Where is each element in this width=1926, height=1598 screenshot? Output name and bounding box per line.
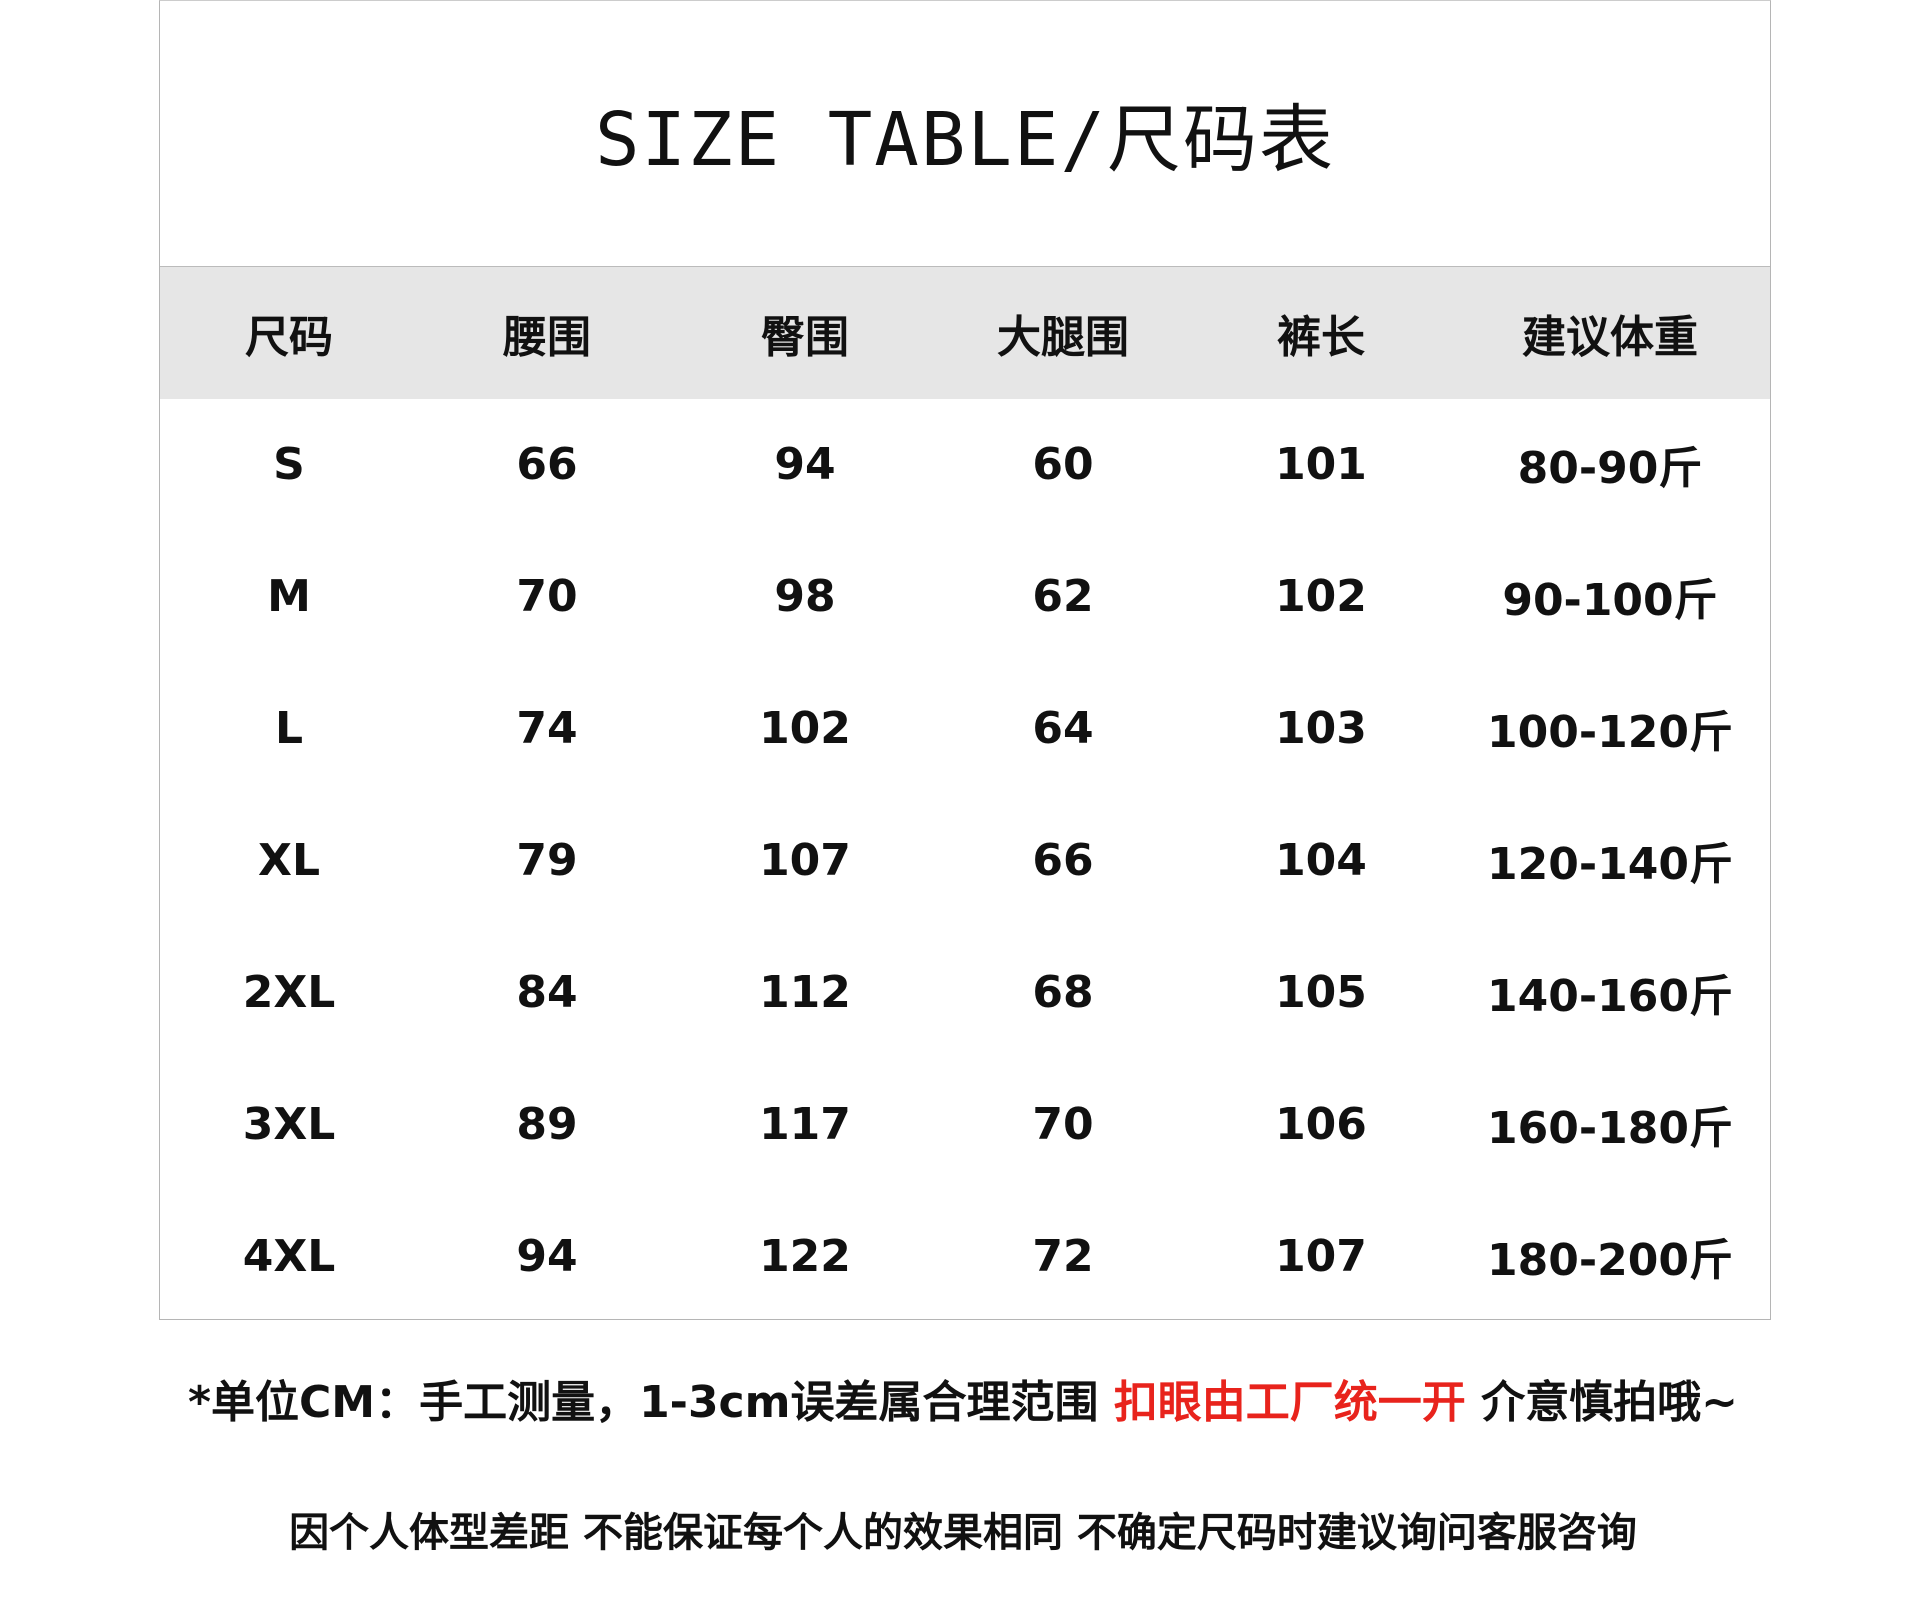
table-cell: 98 [774, 570, 836, 622]
table-cell: M [267, 570, 311, 622]
table-cell: 112 [759, 966, 851, 1018]
table-cell: 79 [516, 834, 578, 886]
column-header: 裤长 [1277, 312, 1365, 363]
table-cell: 94 [774, 438, 836, 490]
table-cell: 105 [1275, 966, 1367, 1018]
table-cell: 89 [516, 1098, 578, 1150]
table-header: 尺码 腰围 臀围 大腿围 裤长 建议体重 [160, 266, 1770, 399]
table-cell: S [273, 438, 305, 490]
column-header: 臀围 [761, 312, 849, 363]
table-cell: 72 [1032, 1230, 1094, 1282]
column-header: 尺码 [245, 312, 333, 363]
table-cell: 68 [1032, 966, 1094, 1018]
table-title: SIZE TABLE/尺码表 [594, 97, 1336, 183]
table-cell: 70 [1032, 1098, 1094, 1150]
table-cell: 100-120斤 [1487, 707, 1733, 758]
table-cell: 66 [1032, 834, 1094, 886]
note-highlight: 扣眼由工厂统一开 [1113, 1377, 1466, 1428]
table-row: XL 79 107 66 104 120-140斤 [160, 794, 1770, 926]
measurement-note: *单位CM：手工测量，1-3cm误差属合理范围 扣眼由工厂统一开 介意慎拍哦~ [0, 1366, 1926, 1430]
column-header: 大腿围 [997, 312, 1129, 363]
table-cell: 101 [1275, 438, 1367, 490]
table-cell: L [274, 702, 304, 754]
table-cell: 2XL [242, 966, 336, 1018]
size-table: SIZE TABLE/尺码表 尺码 腰围 臀围 大腿围 裤长 建议体重 S 66 94 60 10… [159, 0, 1771, 1320]
disclaimer-note: 因个人体型差距 不能保证每个人的效果相同 不确定尺码时建议询问客服咨询 [289, 1510, 1637, 1556]
table-cell: 104 [1275, 834, 1367, 886]
table-cell: 90-100斤 [1502, 575, 1718, 626]
table-cell: 4XL [242, 1230, 336, 1282]
table-cell: 140-160斤 [1487, 971, 1733, 1022]
note-text: *单位CM：手工测量，1-3cm误差属合理范围 [187, 1377, 1114, 1428]
table-cell: 74 [516, 702, 578, 754]
table-row: S 66 94 60 101 80-90斤 [160, 398, 1770, 530]
table-row: 3XL 89 117 70 106 160-180斤 [160, 1058, 1770, 1190]
table-cell: 80-90斤 [1517, 443, 1703, 494]
table-cell: 107 [759, 834, 851, 886]
table-cell: 103 [1275, 702, 1367, 754]
column-header: 腰围 [503, 312, 591, 363]
table-row: 4XL 94 122 72 107 180-200斤 [160, 1190, 1770, 1322]
note-text-end: 介意慎拍哦~ [1465, 1377, 1738, 1428]
table-cell: 180-200斤 [1487, 1235, 1733, 1286]
table-cell: 66 [516, 438, 578, 490]
table-cell: 84 [516, 966, 578, 1018]
table-cell: 102 [759, 702, 851, 754]
table-cell: 64 [1032, 702, 1094, 754]
table-cell: 3XL [242, 1098, 336, 1150]
table-cell: 120-140斤 [1487, 839, 1733, 890]
table-row: 2XL 84 112 68 105 140-160斤 [160, 926, 1770, 1058]
column-header: 建议体重 [1522, 312, 1698, 363]
table-cell: 160-180斤 [1487, 1103, 1733, 1154]
table-cell: 62 [1032, 570, 1094, 622]
table-cell: 60 [1032, 438, 1094, 490]
table-cell: 117 [759, 1098, 851, 1150]
table-cell: 106 [1275, 1098, 1367, 1150]
table-cell: 107 [1275, 1230, 1367, 1282]
table-row: L 74 102 64 103 100-120斤 [160, 662, 1770, 794]
table-cell: 102 [1275, 570, 1367, 622]
table-cell: XL [258, 834, 320, 886]
table-row: M 70 98 62 102 90-100斤 [160, 530, 1770, 662]
table-cell: 94 [516, 1230, 578, 1282]
table-cell: 70 [516, 570, 578, 622]
table-cell: 122 [759, 1230, 851, 1282]
